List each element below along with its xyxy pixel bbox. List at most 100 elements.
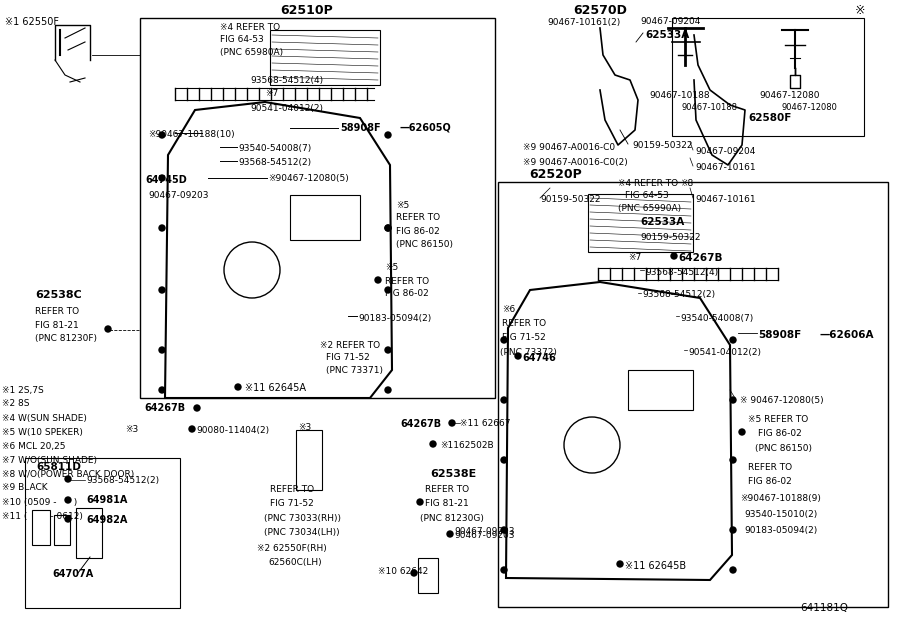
Text: REFER TO: REFER TO — [35, 307, 79, 317]
Text: REFER TO: REFER TO — [385, 276, 429, 286]
Text: 90467-12080: 90467-12080 — [782, 104, 838, 112]
Circle shape — [159, 347, 165, 353]
Text: (PNC 65990A): (PNC 65990A) — [618, 204, 681, 214]
Circle shape — [159, 225, 165, 231]
Bar — [628, 370, 693, 410]
Text: 90541-04012(2): 90541-04012(2) — [688, 348, 761, 356]
Circle shape — [385, 225, 391, 231]
Circle shape — [501, 337, 507, 343]
Text: ※9 BLACK: ※9 BLACK — [2, 484, 48, 492]
Text: REFER TO: REFER TO — [748, 463, 792, 473]
Text: FIG 71-52: FIG 71-52 — [270, 499, 314, 509]
Text: FIG 86-02: FIG 86-02 — [748, 478, 792, 486]
Text: (PNC 73034(LH)): (PNC 73034(LH)) — [264, 527, 339, 537]
Circle shape — [430, 441, 436, 447]
Text: 62538C: 62538C — [35, 290, 82, 300]
Text: (PNC 73372): (PNC 73372) — [500, 348, 557, 356]
Circle shape — [671, 253, 677, 259]
Text: ※3: ※3 — [125, 425, 139, 435]
Text: ※4 REFER TO: ※4 REFER TO — [220, 24, 280, 32]
Text: 93540-54008(7): 93540-54008(7) — [680, 314, 753, 322]
Text: 58908F: 58908F — [758, 330, 801, 340]
Text: 90467-09203: 90467-09203 — [454, 532, 515, 540]
Bar — [270, 30, 380, 85]
Text: 90467-10161: 90467-10161 — [695, 163, 756, 173]
Text: REFER TO: REFER TO — [502, 319, 546, 329]
Text: 90183-05094(2): 90183-05094(2) — [744, 525, 817, 535]
Bar — [140, 18, 495, 398]
Text: (PNC 81230G): (PNC 81230G) — [420, 514, 484, 522]
Text: (PNC 81230F): (PNC 81230F) — [35, 333, 97, 343]
Text: ※11 (        - 0612): ※11 ( - 0612) — [2, 512, 83, 520]
Text: FIG 81-21: FIG 81-21 — [425, 499, 469, 509]
Circle shape — [447, 531, 453, 537]
Circle shape — [730, 457, 736, 463]
Text: 62533A: 62533A — [640, 217, 684, 227]
Circle shape — [449, 420, 455, 426]
Text: ※ 90467-12080(5): ※ 90467-12080(5) — [740, 396, 824, 404]
Text: FIG 64-53: FIG 64-53 — [220, 35, 264, 45]
Circle shape — [159, 175, 165, 181]
Text: ※6: ※6 — [502, 306, 515, 314]
Text: ※11 62667: ※11 62667 — [460, 420, 510, 428]
Text: 64267B: 64267B — [400, 419, 441, 429]
Bar — [672, 18, 864, 136]
Bar — [25, 458, 180, 608]
Text: 93568-54512(2): 93568-54512(2) — [642, 291, 716, 299]
Text: 90159-50322: 90159-50322 — [540, 196, 600, 204]
Circle shape — [159, 287, 165, 293]
Text: (PNC 65980A): (PNC 65980A) — [220, 47, 284, 57]
Text: 64707A: 64707A — [52, 569, 94, 579]
Text: ※2 62550F(RH): ※2 62550F(RH) — [257, 543, 327, 553]
Text: —62606A: —62606A — [820, 330, 875, 340]
Bar — [32, 510, 50, 545]
Circle shape — [159, 387, 165, 393]
Circle shape — [159, 132, 165, 138]
Text: ※2 8S: ※2 8S — [2, 399, 30, 409]
Text: 62510P: 62510P — [281, 4, 333, 17]
Text: 62533A: 62533A — [645, 30, 689, 40]
Text: 64267B: 64267B — [678, 253, 723, 263]
Text: ※5: ※5 — [396, 201, 410, 209]
Text: ※4 REFER TO: ※4 REFER TO — [618, 178, 678, 188]
Text: ※1162502B: ※1162502B — [440, 440, 493, 450]
Text: FIG 86-02: FIG 86-02 — [758, 430, 802, 438]
Text: 90183-05094(2): 90183-05094(2) — [358, 314, 431, 322]
Text: 90467-09203: 90467-09203 — [454, 527, 515, 537]
Circle shape — [385, 225, 391, 231]
Text: 90467-10188: 90467-10188 — [650, 91, 710, 99]
Text: 90467-09203: 90467-09203 — [148, 191, 209, 201]
Text: FIG 86-02: FIG 86-02 — [396, 227, 440, 235]
Bar — [418, 558, 438, 593]
Circle shape — [65, 516, 71, 522]
Bar — [76, 508, 102, 558]
Text: 93568-54512(4): 93568-54512(4) — [250, 76, 323, 84]
Circle shape — [105, 326, 111, 332]
Circle shape — [515, 353, 521, 359]
Text: 90159-50322: 90159-50322 — [640, 233, 700, 242]
Text: ※3: ※3 — [298, 424, 311, 432]
Text: 90159-50322: 90159-50322 — [632, 142, 692, 150]
Text: REFER TO: REFER TO — [425, 486, 469, 494]
Text: FIG 71-52: FIG 71-52 — [502, 333, 545, 343]
Text: ※10 62642: ※10 62642 — [378, 568, 428, 576]
Text: (PNC 86150): (PNC 86150) — [396, 240, 453, 248]
Text: ※90467-10188(9): ※90467-10188(9) — [740, 494, 821, 502]
Circle shape — [189, 426, 195, 432]
Circle shape — [730, 337, 736, 343]
Circle shape — [739, 429, 745, 435]
Circle shape — [385, 347, 391, 353]
Text: 64746: 64746 — [522, 353, 556, 363]
Text: 93568-54512(2): 93568-54512(2) — [86, 476, 159, 486]
Circle shape — [194, 405, 200, 411]
Text: ※: ※ — [855, 4, 865, 17]
Text: FIG 64-53: FIG 64-53 — [625, 191, 669, 201]
Text: ※11 62645B: ※11 62645B — [625, 561, 686, 571]
Circle shape — [417, 499, 423, 505]
Text: ※7: ※7 — [628, 253, 641, 263]
Text: ※9 90467-A0016-C0(2): ※9 90467-A0016-C0(2) — [523, 158, 628, 166]
Text: (PNC 86150): (PNC 86150) — [755, 443, 812, 453]
Circle shape — [235, 384, 241, 390]
Text: ※90467-10188(10): ※90467-10188(10) — [148, 130, 235, 140]
Text: 58908F: 58908F — [340, 123, 381, 133]
